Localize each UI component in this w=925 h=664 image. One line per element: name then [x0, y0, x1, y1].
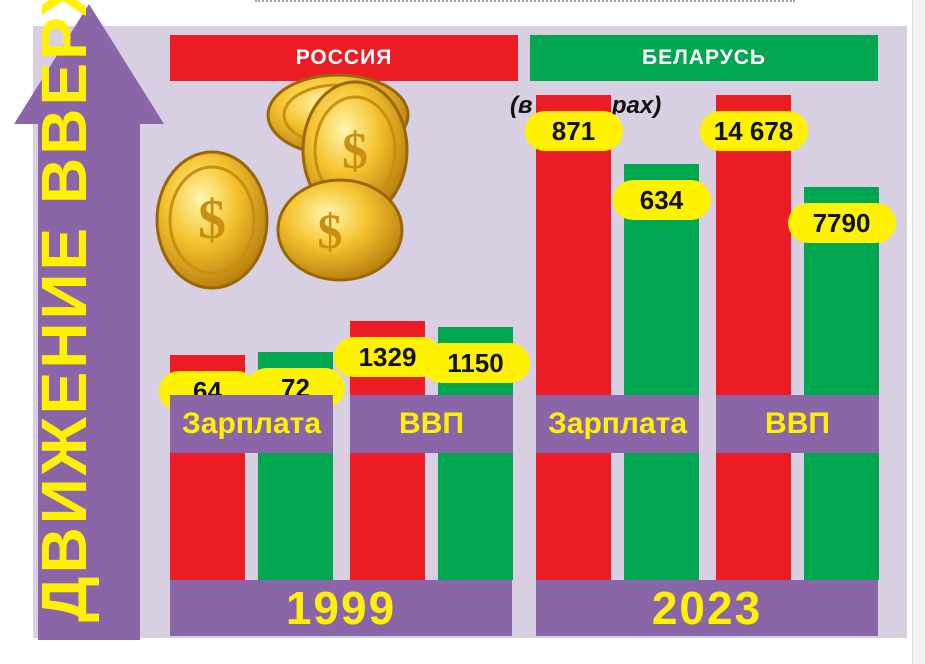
value-label: 7790 [787, 203, 896, 243]
year-label: 2023 [536, 580, 878, 636]
value-label: 1150 [421, 343, 530, 383]
svg-text:$: $ [198, 189, 226, 251]
metric-label: ВВП [716, 395, 879, 453]
bar-russia-2023-salary [536, 95, 611, 580]
year-label: 1999 [170, 580, 512, 636]
coins-illustration: $ $ $ [155, 73, 410, 290]
clipped-header-line [255, 0, 795, 8]
up-arrow-icon [14, 4, 164, 640]
metric-label: Зарплата [170, 395, 333, 453]
legend-russia: РОССИЯ [170, 35, 518, 81]
value-label: 871 [524, 111, 623, 151]
svg-text:$: $ [318, 203, 343, 259]
value-label: 634 [612, 180, 711, 220]
legend-belarus: БЕЛАРУСЬ [530, 35, 878, 81]
bar-belarus-2023-salary [624, 164, 699, 580]
bar-russia-2023-gdp [716, 95, 791, 580]
svg-text:$: $ [342, 123, 368, 180]
value-label: 14 678 [699, 111, 808, 151]
metric-label: Зарплата [536, 395, 699, 453]
page-edge [912, 0, 925, 664]
metric-label: ВВП [350, 395, 513, 453]
coin-icon: $ [155, 150, 269, 290]
coin-icon: $ [276, 178, 404, 282]
bar-belarus-2023-gdp [804, 187, 879, 580]
